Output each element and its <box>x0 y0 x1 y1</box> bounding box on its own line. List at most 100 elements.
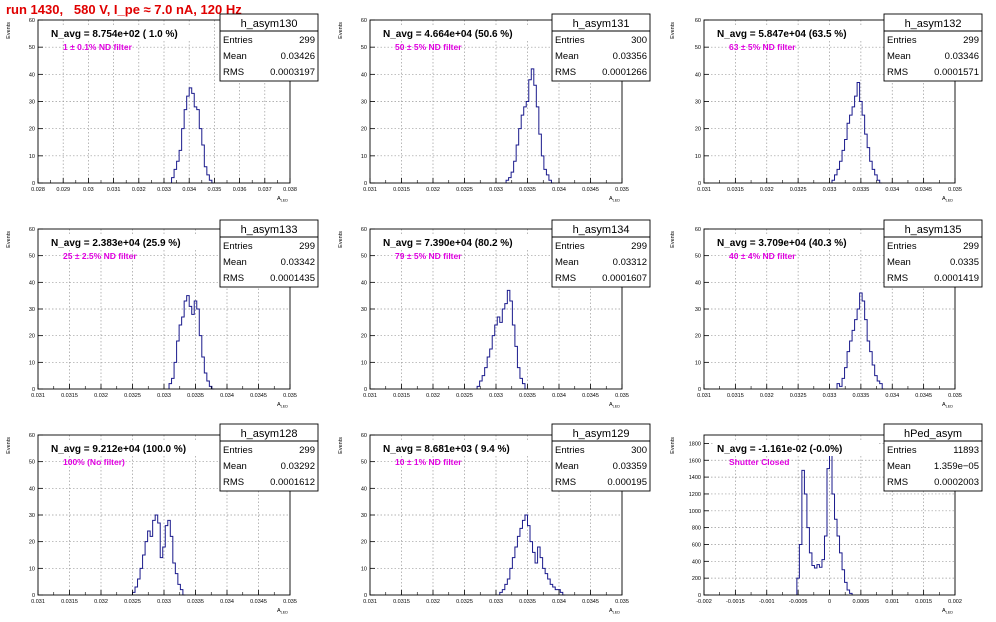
y-tick-label: 10 <box>695 154 701 160</box>
stat-label: RMS <box>555 477 576 488</box>
x-tick-label: 0.031 <box>31 393 45 399</box>
x-tick-label: 0.0345 <box>915 393 932 399</box>
y-tick-label: 30 <box>29 513 35 519</box>
stat-label: RMS <box>555 67 576 78</box>
y-tick-label: 1600 <box>689 458 701 464</box>
y-tick-label: 0 <box>364 387 367 393</box>
y-tick-label: 60 <box>361 433 367 439</box>
x-tick-label: 0.0335 <box>519 599 536 605</box>
stat-value: 0.03359 <box>613 461 647 472</box>
x-tick-label: 0.0315 <box>393 393 410 399</box>
x-tick-label: 0.03 <box>83 187 94 193</box>
filter-label: 40 ± 4% ND filter <box>729 251 796 261</box>
y-tick-label: 30 <box>695 100 701 106</box>
plot-title: N_avg = 3.709e+04 (40.3 %) <box>717 238 847 249</box>
filter-label: 10 ± 1% ND filter <box>395 457 462 467</box>
x-tick-label: 0.0345 <box>582 187 599 193</box>
y-axis-label: Events <box>6 437 12 454</box>
y-tick-label: 40 <box>29 486 35 492</box>
stat-label: Mean <box>887 461 911 472</box>
stat-label: Entries <box>887 35 917 46</box>
x-tick-label: 0.032 <box>426 187 440 193</box>
stat-value: 0.03312 <box>613 257 647 268</box>
x-tick-label: 0.031 <box>363 393 377 399</box>
x-tick-label: 0.033 <box>489 599 503 605</box>
stat-value: 0.03342 <box>281 257 315 268</box>
y-tick-label: 40 <box>695 72 701 78</box>
y-tick-label: 60 <box>361 18 367 24</box>
histogram-series <box>836 292 885 390</box>
x-axis-label: ALED <box>942 608 953 615</box>
y-tick-label: 40 <box>361 280 367 286</box>
stat-value: 0.03292 <box>281 461 315 472</box>
histogram-panel-h_asym129: 0.031 0.0315 0.032 0.0325 0.033 0.0335 0.034 0.… <box>338 423 651 615</box>
y-tick-label: 50 <box>29 254 35 260</box>
histogram-name: h_asym130 <box>241 18 298 30</box>
stat-value: 11893 <box>953 445 979 456</box>
x-tick-label: 0.034 <box>885 187 899 193</box>
stat-value: 299 <box>299 241 315 252</box>
x-tick-label: 0.035 <box>283 393 297 399</box>
stat-value: 299 <box>963 35 979 46</box>
x-tick-label: 0.0335 <box>519 187 536 193</box>
x-tick-label: 0.034 <box>220 393 234 399</box>
x-tick-label: 0.0315 <box>727 393 744 399</box>
title-box <box>48 25 212 41</box>
stat-value: 300 <box>631 445 647 456</box>
x-tick-label: 0.035 <box>615 599 629 605</box>
plot-title: N_avg = 4.664e+04 (50.6 %) <box>383 29 513 40</box>
title-box <box>714 440 878 456</box>
stat-label: Entries <box>223 445 253 456</box>
x-tick-label: 0.001 <box>885 599 899 605</box>
stat-label: Entries <box>555 35 585 46</box>
stat-value: 0.03426 <box>281 51 315 62</box>
y-tick-label: 20 <box>695 334 701 340</box>
x-axis-label: ALED <box>277 402 288 409</box>
histogram-name: h_asym131 <box>573 18 630 30</box>
x-tick-label: 0.038 <box>283 187 297 193</box>
x-tick-label: 0.032 <box>426 393 440 399</box>
y-tick-label: 60 <box>29 18 35 24</box>
y-tick-label: 10 <box>695 360 701 366</box>
histogram-panel-h_asym134: 0.031 0.0315 0.032 0.0325 0.033 0.0335 0.034 0.… <box>338 219 651 409</box>
stat-label: Entries <box>555 445 585 456</box>
y-tick-label: 0 <box>32 181 35 187</box>
stat-value: 299 <box>963 241 979 252</box>
plot-title: N_avg = 9.212e+04 (100.0 %) <box>51 444 186 455</box>
x-tick-label: 0.0325 <box>124 599 141 605</box>
x-tick-label: 0.033 <box>157 187 171 193</box>
x-tick-label: 0.031 <box>363 599 377 605</box>
histogram-panel-h_asym135: 0.031 0.0315 0.032 0.0325 0.033 0.0335 0.034 0.… <box>670 219 983 409</box>
stats-box <box>883 423 983 492</box>
stat-value: 299 <box>631 241 647 252</box>
title-box <box>48 440 212 456</box>
y-tick-label: 10 <box>29 154 35 160</box>
plot-title: N_avg = 8.681e+03 ( 9.4 %) <box>383 444 510 455</box>
stat-value: 0.0002003 <box>934 477 979 488</box>
plot-title: N_avg = -1.161e-02 (-0.0%) <box>717 444 842 455</box>
y-tick-label: 30 <box>695 307 701 313</box>
y-tick-label: 0 <box>698 181 701 187</box>
stats-box <box>551 219 651 288</box>
x-tick-label: 0.0335 <box>852 187 869 193</box>
x-axis-label: ALED <box>277 196 288 203</box>
stat-value: 299 <box>299 445 315 456</box>
y-axis-label: Events <box>338 231 344 248</box>
y-tick-label: 0 <box>364 181 367 187</box>
title-box <box>380 440 544 456</box>
x-tick-label: 0.034 <box>552 187 566 193</box>
x-axis-label: ALED <box>942 196 953 203</box>
histogram-series <box>831 81 883 184</box>
histogram-series <box>499 514 566 596</box>
y-tick-label: 20 <box>29 540 35 546</box>
x-tick-label: 0.031 <box>697 393 711 399</box>
x-tick-label: 0.032 <box>94 393 108 399</box>
plot-title: N_avg = 2.383e+04 (25.9 %) <box>51 238 181 249</box>
filter-label: 79 ± 5% ND filter <box>395 251 462 261</box>
y-tick-label: 60 <box>29 433 35 439</box>
histogram-panel-h_asym131: 0.031 0.0315 0.032 0.0325 0.033 0.0335 0.034 0.… <box>338 13 651 203</box>
filter-label: 63 ± 5% ND filter <box>729 42 796 52</box>
y-tick-label: 40 <box>29 72 35 78</box>
y-axis-label: Events <box>670 231 676 248</box>
y-tick-label: 1800 <box>689 441 701 447</box>
